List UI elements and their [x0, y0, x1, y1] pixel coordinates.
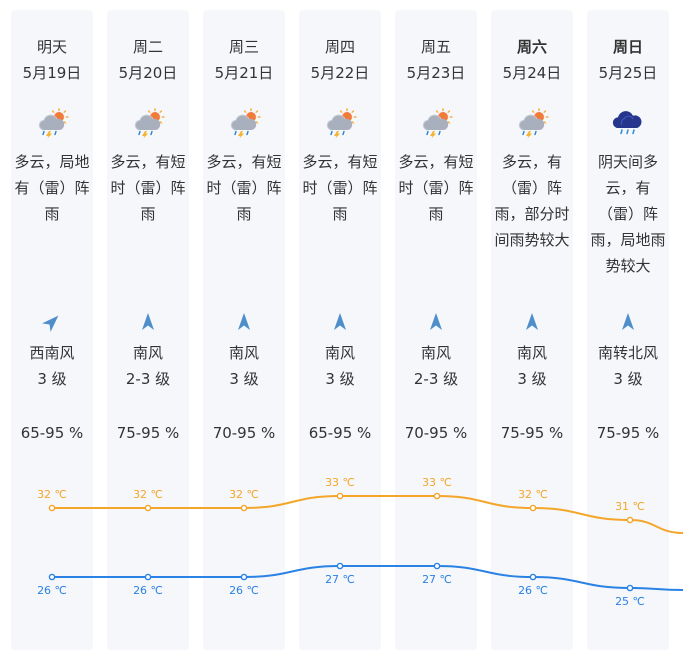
wind-info: 南风 3 级 [228, 344, 259, 388]
date-label: 5月21日 [214, 64, 274, 82]
wind-direction-arrow-icon [330, 312, 350, 332]
day-label: 周三 [228, 38, 259, 56]
wind-direction-arrow-icon [522, 312, 542, 332]
day-label: 周四 [324, 38, 355, 56]
date-label: 5月19日 [22, 64, 82, 82]
forecast-day-6: 周六 5月24日 多云，有 （雷）阵 雨，部分时 间雨势较大 南风 3 级 75-95 … [491, 10, 573, 650]
weather-description: 多云，局地 有（雷）阵雨 [14, 153, 90, 223]
cloudy-thunder-shower-icon [419, 108, 455, 139]
date-label: 5月22日 [310, 64, 370, 82]
weather-description: 多云，有短 时（雷）阵雨 [398, 153, 474, 223]
forecast-day-5: 周五 5月23日 多云，有短 时（雷）阵雨 南风 2-3 级 70-95 % [395, 10, 477, 650]
humidity: 65-95 % [20, 424, 84, 442]
weather-description: 多云，有 （雷）阵 雨，部分时 间雨势较大 [494, 153, 570, 249]
wind-info: 南转北风 3 级 [597, 344, 658, 388]
weather-description: 多云，有短 时（雷）阵雨 [206, 153, 282, 223]
day-label: 周日 [612, 38, 643, 56]
wind-direction-arrow-icon [138, 312, 158, 332]
cloudy-thunder-shower-icon [35, 108, 71, 139]
humidity: 65-95 % [308, 424, 372, 442]
weather-description: 多云，有短 时（雷）阵雨 [110, 153, 186, 223]
forecast-day-3: 周三 5月21日 多云，有短 时（雷）阵雨 南风 3 级 70-95 % [203, 10, 285, 650]
forecast-day-1: 明天 5月19日 多云，局地 有（雷）阵雨 西南风 3 级 65-95 % [11, 10, 93, 650]
humidity: 75-95 % [596, 424, 660, 442]
cloudy-thunder-shower-icon [323, 108, 359, 139]
wind-direction-arrow-icon [234, 312, 254, 332]
wind-info: 南风 2-3 级 [125, 344, 171, 388]
forecast-day-2: 周二 5月20日 多云，有短 时（雷）阵雨 南风 2-3 级 75-95 % [107, 10, 189, 650]
humidity: 75-95 % [500, 424, 564, 442]
overcast-thunder-shower-icon [611, 108, 647, 138]
cloudy-thunder-shower-icon [131, 108, 167, 139]
wind-info: 南风 3 级 [324, 344, 355, 388]
weather-description: 多云，有短 时（雷）阵雨 [302, 153, 378, 223]
date-label: 5月23日 [406, 64, 466, 82]
forecast-day-4: 周四 5月22日 多云，有短 时（雷）阵雨 南风 3 级 65-95 % [299, 10, 381, 650]
day-label: 周五 [420, 38, 451, 56]
date-label: 5月25日 [598, 64, 658, 82]
wind-direction-arrow-icon [42, 312, 62, 332]
day-label: 周二 [132, 38, 163, 56]
humidity: 70-95 % [404, 424, 468, 442]
wind-direction-arrow-icon [426, 312, 446, 332]
day-label: 周六 [516, 38, 547, 56]
date-label: 5月20日 [118, 64, 178, 82]
cloudy-thunder-shower-icon [227, 108, 263, 139]
cloudy-thunder-shower-icon [515, 108, 551, 139]
humidity: 70-95 % [212, 424, 276, 442]
wind-info: 南风 3 级 [516, 344, 547, 388]
humidity: 75-95 % [116, 424, 180, 442]
day-label: 明天 [36, 38, 67, 56]
wind-direction-arrow-icon [618, 312, 638, 332]
date-label: 5月24日 [502, 64, 562, 82]
weather-description: 阴天间多 云，有 （雷）阵 雨，局地雨 势较大 [590, 153, 666, 275]
wind-info: 南风 2-3 级 [413, 344, 459, 388]
forecast-day-7: 周日 5月25日 阴天间多 云，有 （雷）阵 雨，局地雨 势较大 南转北风 3 级 75-… [587, 10, 669, 650]
wind-info: 西南风 3 级 [29, 344, 75, 388]
